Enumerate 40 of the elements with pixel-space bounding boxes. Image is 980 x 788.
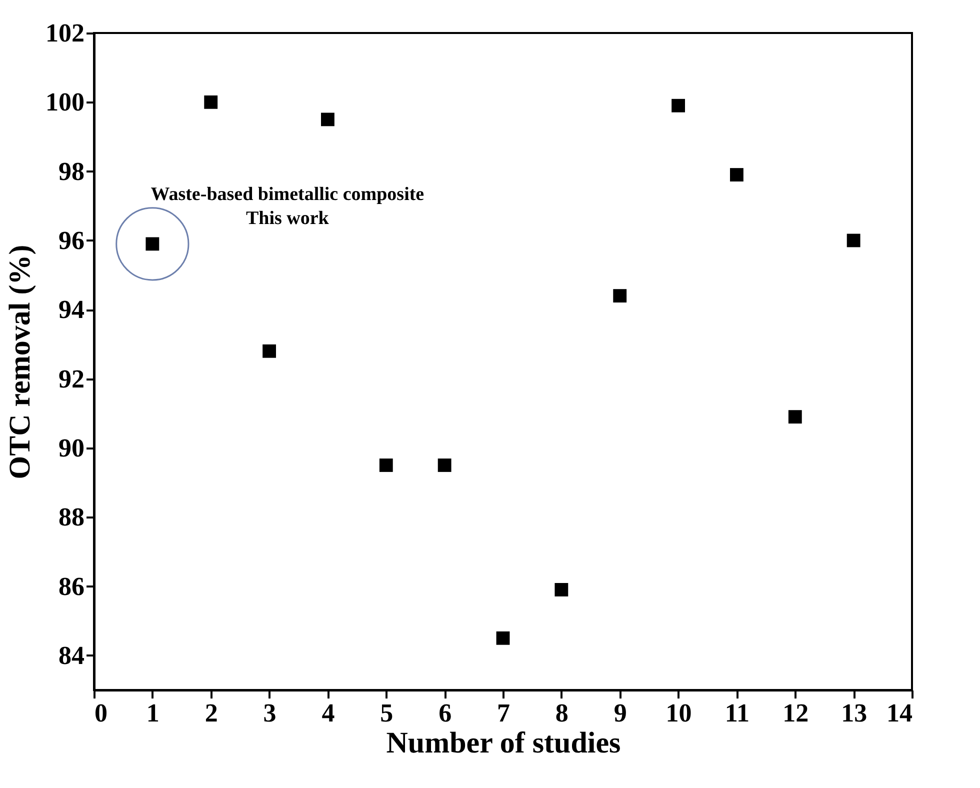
- x-tick-label: 4: [322, 698, 335, 728]
- point: [672, 98, 685, 112]
- point: [788, 410, 802, 424]
- y-tick-label: 86: [58, 572, 84, 601]
- y-tick-label: 96: [58, 226, 84, 255]
- y-tick-label: 88: [58, 502, 84, 532]
- x-tick-label: 9: [614, 698, 627, 728]
- x-tick-label: 8: [555, 698, 568, 728]
- point: [379, 458, 393, 472]
- x-tick-label: 6: [438, 698, 452, 728]
- y-tick-label: 98: [58, 156, 84, 186]
- point: [321, 112, 334, 126]
- point: [730, 168, 744, 182]
- annotation: Waste-based bimetallic composite This work: [150, 184, 424, 229]
- point: [613, 289, 627, 303]
- y-tick-label: 102: [46, 18, 84, 48]
- y-axis-title: OTC removal (%): [4, 244, 36, 480]
- x-tick-label: 5: [380, 698, 394, 728]
- x-axis-title: Number of studies: [386, 726, 621, 760]
- point: [204, 95, 218, 109]
- x-tick-label: 0: [94, 698, 108, 728]
- point: [262, 344, 276, 358]
- x-tick-label: 14: [886, 698, 912, 728]
- x-tick-label: 2: [204, 698, 218, 728]
- x-tick-label: 3: [263, 698, 276, 728]
- x-tick-label: 10: [666, 698, 692, 728]
- y-tick-label: 90: [58, 433, 84, 462]
- point: [846, 234, 860, 248]
- point: [438, 458, 452, 472]
- x-tick-label: 11: [724, 698, 750, 728]
- x-tick-label: 7: [497, 698, 510, 728]
- x-tick-label: 13: [841, 698, 868, 728]
- y-tick-label: 94: [58, 295, 84, 324]
- point: [496, 631, 510, 645]
- x-tick-label: 1: [146, 698, 160, 728]
- y-tick-label: 92: [58, 364, 84, 394]
- y-tick-label: 100: [46, 88, 84, 117]
- y-tick-label: 84: [58, 640, 84, 670]
- point: [554, 583, 568, 596]
- x-tick-label: 12: [782, 698, 809, 728]
